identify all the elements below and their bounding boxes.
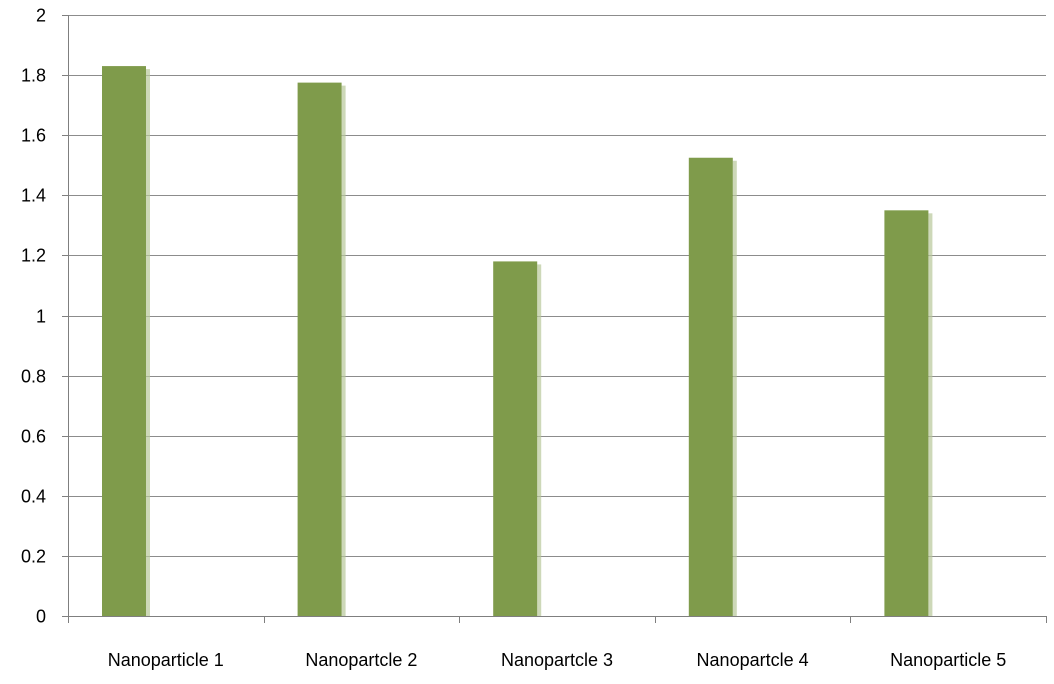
x-category-label: Nanopartcle 2: [305, 650, 417, 670]
x-category-label: Nanopartcle 3: [501, 650, 613, 670]
y-tick-label: 0.8: [21, 367, 46, 387]
y-tick-label: 0.2: [21, 547, 46, 567]
y-tick-label: 0.4: [21, 487, 46, 507]
bar-shadow: [146, 69, 150, 616]
bar-5: [884, 210, 929, 616]
y-tick-label: 1.6: [21, 126, 46, 146]
y-tick-label: 0.6: [21, 427, 46, 447]
bar-shadow: [732, 160, 737, 617]
bar-shadow: [341, 85, 346, 617]
y-tick-label: 0: [36, 607, 46, 627]
x-category-label: Nanoparticle 5: [890, 650, 1006, 670]
bar-1: [102, 66, 146, 616]
bar-shadow: [928, 213, 933, 616]
gridlines: [68, 15, 1046, 557]
y-tick-label: 1.4: [21, 186, 46, 206]
bar-4: [688, 157, 733, 617]
y-tick-label: 1.2: [21, 246, 46, 266]
y-tick-label: 2: [36, 6, 46, 26]
y-tick-label: 1: [36, 307, 46, 327]
y-tick-label: 1.8: [21, 66, 46, 86]
y-tick-labels: 0 0.2 0.4 0.6 0.8 1 1.2 1.4 1.6 1.8 2: [21, 6, 46, 627]
x-category-label: Nanopartcle 4: [697, 650, 809, 670]
bar-2: [297, 82, 342, 617]
axes: [62, 15, 1047, 623]
x-category-label: Nanoparticle 1: [108, 650, 224, 670]
bar-shadow: [537, 264, 542, 616]
bars: [102, 66, 933, 617]
x-category-labels: Nanoparticle 1 Nanopartcle 2 Nanopartcle 3…: [108, 650, 1006, 670]
bar-3: [493, 261, 538, 616]
